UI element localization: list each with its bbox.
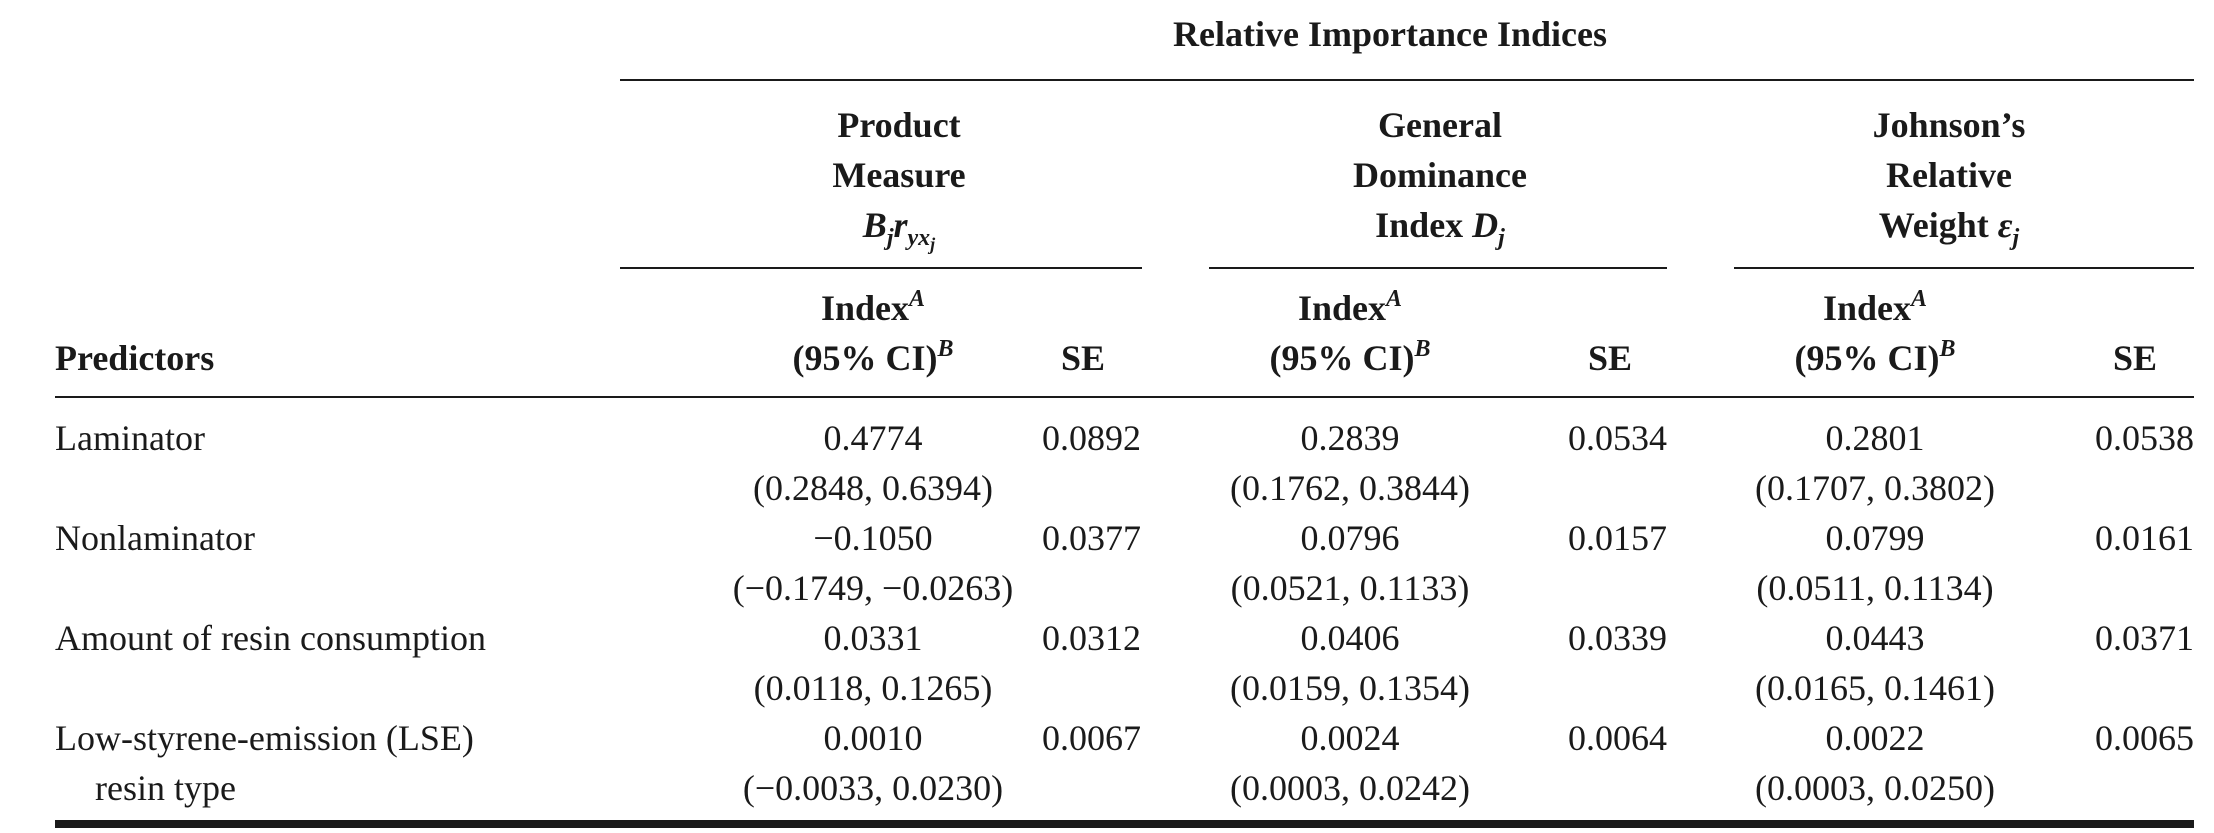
index-value: 0.0443 <box>1825 618 1925 658</box>
ci-value: (0.0159, 0.1354) <box>1230 668 1470 708</box>
predictors-header: Predictors <box>55 338 215 378</box>
group-header-symbol: Weight εj <box>1878 205 2020 251</box>
index-value: 0.2839 <box>1300 418 1400 458</box>
index-value: 0.4774 <box>823 418 923 458</box>
index-value: 0.0799 <box>1825 518 1925 558</box>
super-header-rule <box>620 79 2194 81</box>
index-header: IndexA <box>820 286 926 328</box>
se-header: SE <box>1587 338 1633 378</box>
index-value: 0.0331 <box>823 618 923 658</box>
se-value: 0.0371 <box>2095 618 2194 658</box>
ci-value: (0.0118, 0.1265) <box>753 668 993 708</box>
table-row-name: Nonlaminator <box>55 518 255 558</box>
group-header-line: General <box>1378 105 1502 145</box>
group-header-product-measure: Product Measure Bjryxj <box>832 100 966 254</box>
ci-header: (95% CI)B <box>1794 336 1956 378</box>
se-value: 0.0161 <box>2095 518 2194 558</box>
index-value: 0.0022 <box>1825 718 1925 758</box>
ci-value: (−0.0033, 0.0230) <box>742 768 1004 808</box>
index-header: IndexA <box>1297 286 1403 328</box>
ci-value: (0.0511, 0.1134) <box>1756 568 1994 608</box>
index-value: 0.0406 <box>1300 618 1400 658</box>
se-value: 0.0065 <box>2095 718 2194 758</box>
ci-value: (−0.1749, −0.0263) <box>732 568 1014 608</box>
table-bottom-rule <box>55 820 2194 828</box>
group-header-general-dominance: General Dominance Index Dj <box>1353 100 1527 250</box>
group-header-symbol: Bjryxj <box>862 205 936 254</box>
se-value: 0.0312 <box>1042 618 1141 658</box>
se-value: 0.0339 <box>1568 618 1667 658</box>
ci-value: (0.0003, 0.0242) <box>1230 768 1470 808</box>
table-row-name-continuation: resin type <box>95 768 236 808</box>
ci-value: (0.0165, 0.1461) <box>1755 668 1995 708</box>
se-value: 0.0067 <box>1042 718 1141 758</box>
ci-header: (95% CI)B <box>1269 336 1431 378</box>
group-header-line: Product <box>837 105 961 145</box>
ci-value: (0.2848, 0.6394) <box>753 468 993 508</box>
se-value: 0.0377 <box>1042 518 1141 558</box>
index-header: IndexA <box>1822 286 1928 328</box>
group-header-line: Johnson’s <box>1872 105 2026 145</box>
ci-value: (0.1762, 0.3844) <box>1230 468 1470 508</box>
index-value: 0.0796 <box>1300 518 1400 558</box>
group-rule-johnsons-relative-weight <box>1734 267 2194 269</box>
index-value: 0.0024 <box>1300 718 1400 758</box>
ci-header: (95% CI)B <box>792 336 954 378</box>
header-rule <box>55 396 2194 398</box>
index-value: 0.0010 <box>823 718 923 758</box>
se-value: 0.0064 <box>1568 718 1667 758</box>
group-rule-general-dominance <box>1209 267 1667 269</box>
se-header: SE <box>1060 338 1106 378</box>
table-row-name: Amount of resin consumption <box>55 618 486 658</box>
se-value: 0.0534 <box>1568 418 1667 458</box>
index-value: −0.1050 <box>813 518 933 558</box>
se-value: 0.0892 <box>1042 418 1141 458</box>
se-value: 0.0538 <box>2095 418 2194 458</box>
ci-value: (0.0003, 0.0250) <box>1755 768 1995 808</box>
se-header: SE <box>2112 338 2158 378</box>
group-rule-product-measure <box>620 267 1142 269</box>
group-header-johnsons-relative-weight: Johnson’s Relative Weight εj <box>1873 100 2026 250</box>
index-value: 0.2801 <box>1825 418 1925 458</box>
se-value: 0.0157 <box>1568 518 1667 558</box>
ci-value: (0.1707, 0.3802) <box>1755 468 1995 508</box>
group-header-line: Relative <box>1886 155 2012 195</box>
table-row-name: Low-styrene-emission (LSE) <box>55 718 474 758</box>
table-row-name: Laminator <box>55 418 205 458</box>
super-header: Relative Importance Indices <box>1173 14 1607 54</box>
ci-value: (0.0521, 0.1133) <box>1230 568 1470 608</box>
group-header-symbol: Index Dj <box>1375 205 1505 251</box>
group-header-line: Dominance <box>1353 155 1527 195</box>
group-header-line: Measure <box>832 155 966 195</box>
